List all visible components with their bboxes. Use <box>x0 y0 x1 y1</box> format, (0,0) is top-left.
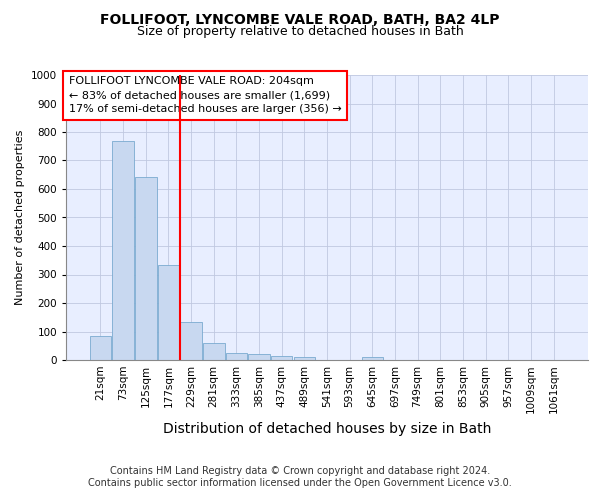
X-axis label: Distribution of detached houses by size in Bath: Distribution of detached houses by size … <box>163 422 491 436</box>
Bar <box>271 356 292 360</box>
Bar <box>203 344 224 360</box>
Bar <box>293 357 315 360</box>
Bar <box>158 265 179 360</box>
Text: FOLLIFOOT, LYNCOMBE VALE ROAD, BATH, BA2 4LP: FOLLIFOOT, LYNCOMBE VALE ROAD, BATH, BA2… <box>100 12 500 26</box>
Bar <box>362 356 383 360</box>
Bar <box>90 336 111 360</box>
Y-axis label: Number of detached properties: Number of detached properties <box>15 130 25 305</box>
Text: Contains HM Land Registry data © Crown copyright and database right 2024.
Contai: Contains HM Land Registry data © Crown c… <box>88 466 512 487</box>
Bar <box>112 140 134 360</box>
Text: FOLLIFOOT LYNCOMBE VALE ROAD: 204sqm
← 83% of detached houses are smaller (1,699: FOLLIFOOT LYNCOMBE VALE ROAD: 204sqm ← 8… <box>68 76 341 114</box>
Bar <box>226 354 247 360</box>
Bar <box>248 354 270 360</box>
Bar <box>181 322 202 360</box>
Bar <box>135 176 157 360</box>
Text: Size of property relative to detached houses in Bath: Size of property relative to detached ho… <box>137 25 463 38</box>
